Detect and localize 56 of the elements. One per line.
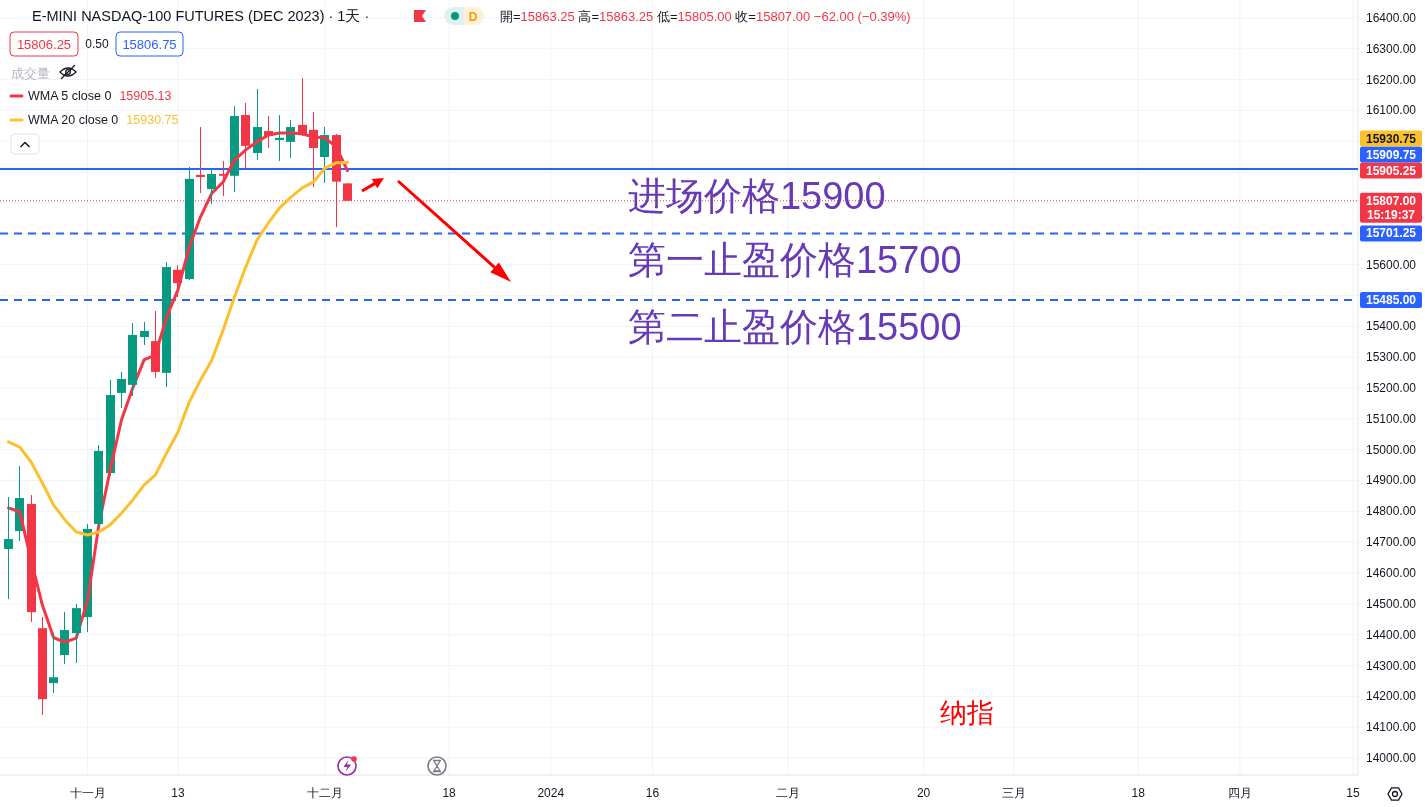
x-tick-label: 十一月 (69, 786, 106, 800)
y-tick-label: 15600.00 (1365, 257, 1417, 272)
ref-line-label: 15701.25 (1365, 226, 1417, 241)
annotation: 15806.25 (16, 37, 72, 52)
x-tick-label: 三月 (1002, 786, 1026, 800)
plan-note: 第一止盈价格15700 (627, 239, 962, 282)
x-tick-label: 2024 (537, 786, 565, 800)
y-tick-label: 14700.00 (1365, 535, 1417, 550)
subtitle: 開=15863.25 高=15863.25 低=15805.00 收=15807.00 −62.00 (−0.39%) (500, 9, 911, 24)
y-tick-label: 14900.00 (1365, 473, 1417, 488)
y-tick-label: 15100.00 (1365, 411, 1417, 426)
x-tick-label: 18 (442, 786, 456, 800)
y-tick-label: 16200.00 (1365, 72, 1417, 87)
y-tick-label: 14000.00 (1365, 751, 1417, 766)
ref-line-label: 15485.00 (1360, 292, 1422, 309)
title: E-MINI NASDAQ-100 FUTURES (DEC 2023) · 1天 · (32, 8, 370, 24)
annotation: 15806.75 (122, 37, 177, 52)
y-tick-label: 14100.00 (1365, 720, 1417, 735)
note: 纳指 (940, 698, 994, 728)
legend-value: 15905.13 (119, 89, 172, 103)
y-tick-label: 14200.00 (1365, 689, 1417, 704)
volume-label: 成交量 (11, 66, 50, 81)
y-tick-label: 15300.00 (1365, 350, 1417, 365)
y-tick-label: 14500.00 (1365, 596, 1417, 611)
y-tick-label: 14800.00 (1365, 504, 1417, 519)
x-tick-label: 18 (1131, 786, 1145, 800)
series-last-value: 15930.75 (1360, 130, 1422, 147)
x-tick-label: 十二月 (306, 786, 343, 800)
y-tick-label: 15000.00 (1365, 442, 1417, 457)
y-tick-label: 16400.00 (1365, 10, 1417, 25)
y-tick-label: 15400.00 (1365, 319, 1417, 334)
x-tick-label: 20 (916, 786, 931, 800)
x-tick-label: 15 (1346, 786, 1360, 800)
status-letter: D (468, 10, 478, 24)
y-tick-label: 14600.00 (1365, 566, 1417, 580)
x-tick-label: 二月 (776, 786, 800, 800)
y-tick-label: 14300.00 (1365, 658, 1417, 673)
x-tick-label: 四月 (1227, 786, 1252, 800)
ref-line-label: 15909.75 (1365, 147, 1417, 162)
y-tick-label: 16300.00 (1365, 41, 1417, 56)
ask-box: 15806.75 (115, 31, 184, 57)
plan-note: 进场价格15900 (627, 175, 886, 218)
legend-label: WMA 20 close 0 (28, 113, 119, 127)
ref-line-label: 15701.25 (1360, 225, 1422, 242)
y-tick-label: 16100.00 (1365, 103, 1417, 118)
y-tick-label: 15200.00 (1365, 380, 1417, 395)
legend-label: WMA 5 close 0 (28, 89, 112, 103)
x-tick-label: 13 (171, 786, 185, 800)
y-tick-label: 14400.00 (1365, 627, 1417, 642)
bid-box: 15806.25 (9, 31, 79, 57)
x-tick-label: 16 (645, 786, 660, 800)
spread: 0.50 (85, 37, 109, 51)
legend-value: 15930.75 (126, 113, 179, 127)
plan-note: 第二止盈价格15500 (627, 306, 962, 349)
ref-line-label: 15485.00 (1365, 293, 1417, 308)
ref-line-label: 15807.00 15:19:37 (1360, 192, 1422, 223)
